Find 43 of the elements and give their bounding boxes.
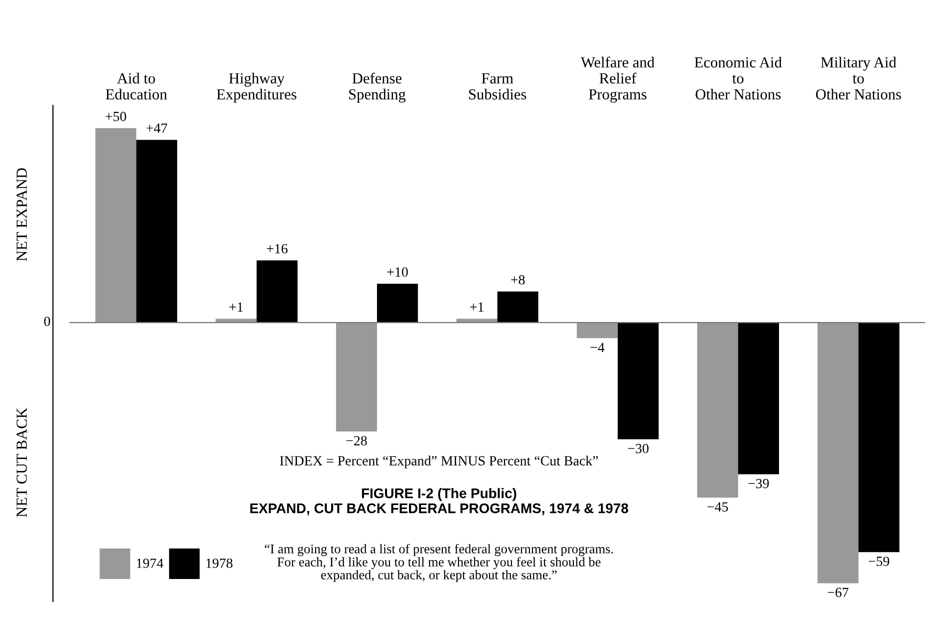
bar [818, 322, 858, 584]
data-label: +16 [266, 244, 288, 254]
bar [136, 140, 178, 323]
data-label: +50 [106, 112, 126, 122]
bar [256, 260, 298, 323]
data-label: −4 [590, 342, 604, 352]
x-tick-label: Military Aid to Other Nations [816, 56, 901, 100]
x-tick-label: Farm Subsidies [469, 73, 526, 100]
bar [216, 318, 257, 323]
data-label: −28 [346, 436, 367, 446]
bar [618, 322, 659, 440]
bar [95, 128, 136, 323]
bar [697, 322, 738, 498]
x-tick-label: Defense Spending [349, 72, 406, 103]
bar [376, 284, 418, 323]
data-label: −30 [628, 444, 649, 454]
bar [858, 322, 900, 552]
y-axis-title: NET EXPAND [16, 168, 27, 261]
legend-label: 1978 [206, 558, 232, 568]
data-label: +10 [387, 267, 408, 277]
legend-label: 1974 [136, 558, 164, 568]
bar [497, 292, 538, 323]
data-label: −59 [868, 556, 890, 566]
data-label: +1 [470, 302, 484, 312]
bar [576, 322, 618, 338]
text: NET CUT BACK [16, 408, 27, 517]
text: 0 [44, 316, 50, 326]
data-label: −67 [828, 588, 848, 598]
text: FIGURE I-2 (The Public) EXPAND, CUT BACK FEDERAL PROGRAMS, 1974 & 1978 [250, 488, 628, 516]
x-tick-label: Economic Aid to Other Nations [694, 56, 782, 100]
data-label: +47 [146, 124, 168, 133]
data-label: +8 [511, 275, 525, 285]
data-label: −39 [748, 478, 769, 488]
data-label: −45 [707, 502, 728, 512]
data-label: +1 [229, 302, 243, 312]
x-tick-label: Welfare and Relief Programs [580, 56, 654, 103]
x-tick-label: Highway Expenditures [216, 72, 296, 103]
bar [738, 322, 780, 474]
bar [336, 322, 377, 432]
x-tick-label: Aid to Education [106, 72, 167, 100]
bar [456, 318, 498, 323]
annotation: “I am going to read a list of present federal government programs. For each, I’d like you to tell me whether you feel it should be expanded, cut back, or kept about the same.” [264, 544, 613, 582]
annotation: INDEX = Percent “Expand” MINUS Percent “Cut Back” [280, 456, 598, 468]
